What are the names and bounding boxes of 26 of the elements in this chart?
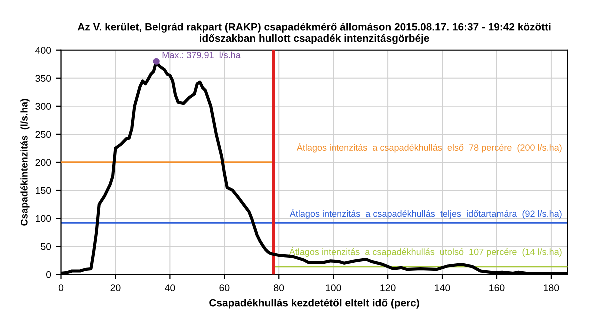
x-tick-label: 120 xyxy=(380,284,396,292)
y-tick-label: 300 xyxy=(36,103,52,110)
x-axis-title: Csapadékhullás kezdetétől eltelt idő (perc) xyxy=(210,298,420,309)
x-tick-label: 140 xyxy=(435,284,450,292)
y-tick-label: 0 xyxy=(46,271,52,278)
x-tick-label: 80 xyxy=(274,284,284,292)
text: Átlagos intenzitás a csapadékhullás első 78 percére (200 l/s.ha) xyxy=(296,143,562,153)
y-tick-label: 250 xyxy=(36,131,52,138)
chart-title: Az V. kerület, Belgrád rakpart (RAKP) csapadékmérő állomáson 2015.08.17. 16:37 - 19:42 közötti időszakban hullott csapadék intenzitásgörbéje xyxy=(78,23,551,44)
y-tick-label: 150 xyxy=(36,187,52,194)
y-tick-label: 100 xyxy=(36,215,52,222)
y-axis-title: Csapadékintenzitás (l/s.ha) xyxy=(20,99,30,226)
x-tick-label: 180 xyxy=(544,284,560,292)
x-tick-label: 160 xyxy=(490,284,505,292)
ref-line-label: Átlagos intenzitás a csapadékhullás teljes időtartamára (92 l/s.ha) xyxy=(290,209,562,219)
series-label: Átlagos intenzitás a csapadékhullás utolsó 107 percére (14 l/s.ha) xyxy=(289,247,562,258)
x-tick-label: 100 xyxy=(326,284,342,292)
y-tick-label: 200 xyxy=(36,159,52,166)
x-tick-label: 60 xyxy=(220,284,230,292)
x-tick-label: 0 xyxy=(58,284,64,292)
y-tick-label: 50 xyxy=(41,243,52,250)
y-tick-label: 400 xyxy=(36,47,52,54)
y-tick-label: 350 xyxy=(36,75,52,82)
x-tick-label: 20 xyxy=(110,284,121,292)
annotation: Max.: 379,91 l/s.ha xyxy=(162,52,241,60)
x-tick-label: 40 xyxy=(165,284,176,292)
